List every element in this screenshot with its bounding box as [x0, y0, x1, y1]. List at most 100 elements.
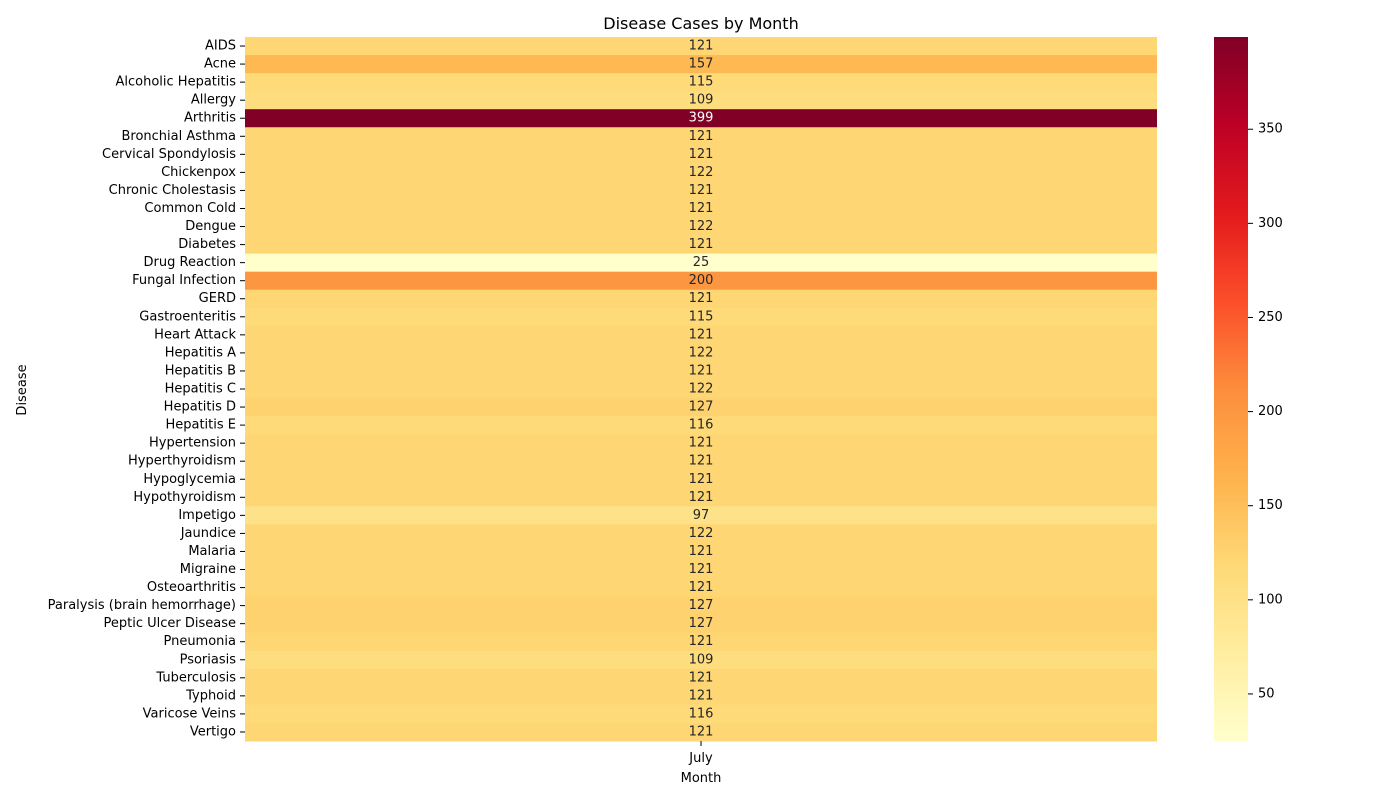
cell-value-label: 121 — [689, 183, 714, 198]
y-axis-ticks: AIDS Acne Alcoholic Hepatitis Allergy Arthri… — [48, 39, 245, 739]
y-tick-label: Hepatitis A — [165, 345, 236, 360]
cell-value-label: 122 — [689, 345, 714, 360]
colorbar-tick-label: 350 — [1258, 122, 1283, 137]
cell-value-label: 121 — [689, 129, 714, 144]
heatmap-cell — [245, 271, 1157, 291]
heatmap-cell — [245, 181, 1157, 200]
y-tick-label: Psoriasis — [180, 652, 237, 667]
heatmap-cell — [245, 578, 1157, 598]
heatmap-cell — [245, 722, 1157, 742]
heatmap-cell — [245, 163, 1157, 182]
x-axis-label: Month — [681, 771, 722, 786]
heatmap-cell — [245, 704, 1157, 724]
heatmap-cell — [245, 416, 1157, 435]
heatmap-cell — [245, 127, 1157, 146]
y-tick-label: Hepatitis E — [165, 418, 236, 433]
heatmap-cell — [245, 91, 1157, 110]
y-tick-label: Malaria — [188, 544, 236, 559]
cell-value-label: 200 — [689, 273, 714, 288]
heatmap-cell — [245, 470, 1157, 489]
heatmap-cell — [245, 361, 1157, 381]
y-tick-label: Gastroenteritis — [139, 309, 236, 324]
cell-value-label: 121 — [689, 327, 714, 342]
y-tick-label: GERD — [199, 291, 236, 306]
y-tick-label: Paralysis (brain hemorrhage) — [48, 598, 236, 613]
x-axis-ticks: July — [688, 741, 713, 766]
heatmap-cell — [245, 73, 1157, 92]
colorbar-tick-label: 300 — [1258, 216, 1283, 231]
y-tick-label: AIDS — [205, 39, 236, 54]
y-tick-label: Hypoglycemia — [143, 472, 236, 487]
cell-value-label: 121 — [689, 688, 714, 703]
cell-value-label: 109 — [689, 93, 714, 108]
cell-value-label: 121 — [689, 201, 714, 216]
colorbar-tick-label: 250 — [1258, 310, 1283, 325]
cell-value-label: 127 — [689, 616, 714, 631]
cell-value-label: 121 — [689, 580, 714, 595]
y-tick-label: Osteoarthritis — [147, 580, 236, 595]
heatmap-cell — [245, 289, 1157, 309]
y-tick-label: Tuberculosis — [155, 670, 236, 685]
heatmap-cell — [245, 235, 1157, 255]
heatmap-cell — [245, 650, 1157, 670]
heatmap-cell — [245, 217, 1157, 237]
heatmap-cells: 121 157 115 109 399 121 121 122 121 121 122 121 25 20… — [245, 37, 1157, 742]
cell-value-label: 121 — [689, 670, 714, 685]
heatmap-cell — [245, 560, 1157, 580]
heatmap-cell — [245, 686, 1157, 706]
y-tick-label: Jaundice — [180, 526, 236, 541]
cell-value-label: 399 — [689, 111, 714, 126]
heatmap-cell — [245, 325, 1157, 345]
y-tick-label: Hepatitis C — [165, 382, 236, 397]
heatmap-cell — [245, 506, 1157, 525]
heatmap-cell — [245, 37, 1157, 56]
cell-value-label: 121 — [689, 363, 714, 378]
y-tick-label: Chronic Cholestasis — [109, 183, 237, 198]
cell-value-label: 25 — [693, 255, 710, 270]
heatmap-cell — [245, 452, 1157, 471]
cell-value-label: 116 — [689, 418, 714, 433]
heatmap-cell — [245, 307, 1157, 327]
y-tick-label: Heart Attack — [154, 327, 236, 342]
heatmap-cell — [245, 434, 1157, 453]
heatmap-cell — [245, 199, 1157, 219]
y-tick-label: Pneumonia — [163, 634, 236, 649]
cell-value-label: 122 — [689, 165, 714, 180]
colorbar-tick-label: 100 — [1258, 592, 1283, 607]
cell-value-label: 121 — [689, 436, 714, 451]
heatmap-cell — [245, 542, 1157, 561]
y-tick-label: Dengue — [185, 219, 236, 234]
y-axis-label: Disease — [15, 364, 30, 415]
cell-value-label: 115 — [689, 309, 714, 324]
y-tick-label: Fungal Infection — [132, 273, 236, 288]
y-tick-label: Hypertension — [149, 436, 236, 451]
cell-value-label: 121 — [689, 147, 714, 162]
y-tick-label: Hyperthyroidism — [128, 454, 236, 469]
heatmap-cell — [245, 488, 1157, 507]
heatmap-cell — [245, 668, 1157, 688]
chart-title: Disease Cases by Month — [603, 14, 798, 33]
heatmap-cell — [245, 253, 1157, 273]
y-tick-label: Impetigo — [178, 508, 236, 523]
cell-value-label: 121 — [689, 544, 714, 559]
cell-value-label: 127 — [689, 400, 714, 415]
cell-value-label: 121 — [689, 634, 714, 649]
cell-value-label: 109 — [689, 652, 714, 667]
y-tick-label: Peptic Ulcer Disease — [104, 616, 237, 631]
heatmap-cell — [245, 343, 1157, 363]
cell-value-label: 122 — [689, 219, 714, 234]
cell-value-label: 127 — [689, 598, 714, 613]
cell-value-label: 121 — [689, 237, 714, 252]
y-tick-label: Hepatitis B — [165, 363, 236, 378]
colorbar-tick-label: 150 — [1258, 498, 1283, 513]
y-tick-label: Varicose Veins — [143, 706, 237, 721]
cell-value-label: 121 — [689, 454, 714, 469]
y-tick-label: Typhoid — [185, 688, 236, 703]
y-tick-label: Drug Reaction — [144, 255, 236, 270]
y-tick-label: Chickenpox — [161, 165, 236, 180]
heatmap-cell — [245, 632, 1157, 652]
y-tick-label: Migraine — [180, 562, 236, 577]
colorbar — [1214, 37, 1248, 741]
heatmap-cell — [245, 379, 1157, 399]
heatmap-cell — [245, 109, 1157, 128]
